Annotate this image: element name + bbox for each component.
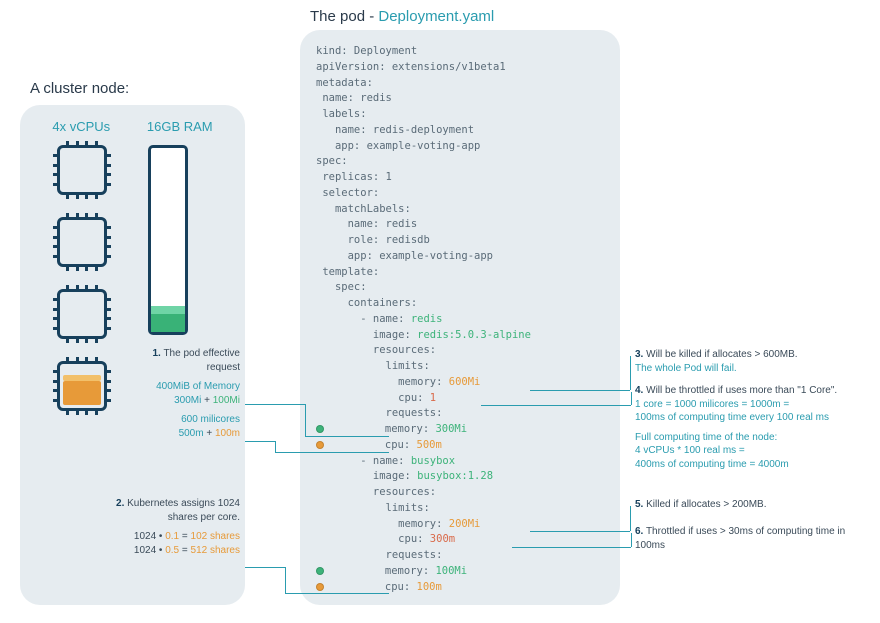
yaml-line: labels: bbox=[316, 107, 604, 123]
cpu-chip-0 bbox=[57, 145, 107, 195]
note-4: 4. Will be throttled if uses more than "… bbox=[635, 384, 870, 471]
note-3: 3. Will be killed if allocates > 600MB. … bbox=[635, 348, 870, 375]
yaml-line: - name: busybox bbox=[316, 454, 604, 470]
page-title: The pod - Deployment.yaml bbox=[310, 8, 494, 25]
ram-fill-lower bbox=[151, 314, 185, 332]
node-column-headers: 4x vCPUs 16GB RAM bbox=[34, 119, 231, 134]
yaml-line: cpu: 1 bbox=[316, 391, 604, 407]
yaml-line: limits: bbox=[316, 359, 604, 375]
yaml-line: template: bbox=[316, 265, 604, 281]
connector-5 bbox=[530, 531, 630, 532]
yaml-line: containers: bbox=[316, 296, 604, 312]
connector-6 bbox=[512, 547, 631, 548]
yaml-line: name: redis bbox=[316, 217, 604, 233]
connector-2v bbox=[285, 567, 286, 593]
yaml-line: requests: bbox=[316, 406, 604, 422]
connector-4v bbox=[631, 392, 632, 405]
yaml-line: role: redisdb bbox=[316, 233, 604, 249]
cpu-chip-1 bbox=[57, 217, 107, 267]
note-6: 6. Throttled if uses > 30ms of computing… bbox=[635, 525, 870, 552]
connector-1a bbox=[245, 404, 305, 405]
yaml-line: app: example-voting-app bbox=[316, 249, 604, 265]
cpu-chip-2 bbox=[57, 289, 107, 339]
yaml-line: limits: bbox=[316, 501, 604, 517]
yaml-line: kind: Deployment bbox=[316, 44, 604, 60]
yaml-line: metadata: bbox=[316, 76, 604, 92]
bullet-dot bbox=[316, 441, 324, 449]
ram-fill-upper bbox=[151, 306, 185, 314]
yaml-line: memory: 600Mi bbox=[316, 375, 604, 391]
connector-4 bbox=[481, 405, 631, 406]
connector-1b bbox=[245, 441, 275, 442]
yaml-line: app: example-voting-app bbox=[316, 139, 604, 155]
yaml-line: image: busybox:1.28 bbox=[316, 469, 604, 485]
yaml-line: image: redis:5.0.3-alpine bbox=[316, 328, 604, 344]
connector-3 bbox=[530, 390, 630, 391]
connector-1av bbox=[305, 404, 306, 436]
cluster-node-title: A cluster node: bbox=[30, 80, 129, 97]
connector-1bv bbox=[275, 441, 276, 452]
yaml-line: resources: bbox=[316, 343, 604, 359]
yaml-line: memory: 200Mi bbox=[316, 517, 604, 533]
yaml-line: selector: bbox=[316, 186, 604, 202]
connector-2b bbox=[285, 593, 389, 594]
bullet-dot bbox=[316, 583, 324, 591]
yaml-line: replicas: 1 bbox=[316, 170, 604, 186]
yaml-line: matchLabels: bbox=[316, 202, 604, 218]
connector-2 bbox=[245, 567, 285, 568]
cpu-column bbox=[42, 145, 122, 433]
bullet-dot bbox=[316, 425, 324, 433]
pod-yaml-panel: kind: DeploymentapiVersion: extensions/v… bbox=[300, 30, 620, 605]
yaml-line: memory: 100Mi bbox=[316, 564, 604, 580]
ram-bar bbox=[148, 145, 188, 335]
note-5: 5. Killed if allocates > 200MB. bbox=[635, 498, 870, 512]
cluster-node-panel: 4x vCPUs 16GB RAM 1. The pod effective r… bbox=[20, 105, 245, 605]
connector-6v bbox=[631, 533, 632, 547]
yaml-line: name: redis bbox=[316, 91, 604, 107]
title-filename: Deployment.yaml bbox=[378, 8, 494, 25]
yaml-line: cpu: 300m bbox=[316, 532, 604, 548]
yaml-line: apiVersion: extensions/v1beta1 bbox=[316, 60, 604, 76]
yaml-line: spec: bbox=[316, 154, 604, 170]
bullet-dot bbox=[316, 567, 324, 575]
yaml-line: name: redis-deployment bbox=[316, 123, 604, 139]
yaml-line: spec: bbox=[316, 280, 604, 296]
yaml-line: requests: bbox=[316, 548, 604, 564]
connector-1b2 bbox=[275, 452, 389, 453]
cpu-chip-3 bbox=[57, 361, 107, 411]
connector-3v bbox=[630, 356, 631, 390]
connector-1a2 bbox=[305, 436, 389, 437]
note-2: 2. Kubernetes assigns 1024 shares per co… bbox=[112, 497, 240, 557]
yaml-line: resources: bbox=[316, 485, 604, 501]
yaml-code: kind: DeploymentapiVersion: extensions/v… bbox=[316, 44, 604, 595]
yaml-line: - name: redis bbox=[316, 312, 604, 328]
ram-label: 16GB RAM bbox=[147, 119, 213, 134]
cpu-label: 4x vCPUs bbox=[52, 119, 110, 134]
connector-5v bbox=[630, 506, 631, 531]
note-1: 1. The pod effective request 400MiB of M… bbox=[128, 347, 240, 440]
ram-column bbox=[138, 145, 198, 335]
title-prefix: The pod - bbox=[310, 8, 378, 25]
